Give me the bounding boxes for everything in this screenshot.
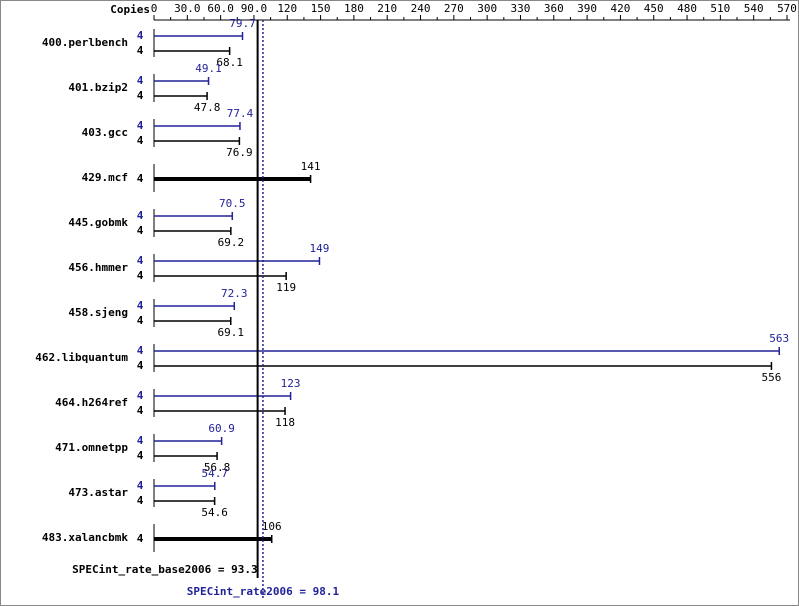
category-label: 458.sjeng [68, 306, 128, 319]
x-tick-label: 90.0 [241, 2, 268, 15]
category-label: 400.perlbench [42, 36, 128, 49]
value-label: 79.7 [229, 17, 256, 30]
value-label: 119 [276, 281, 296, 294]
category-label: 401.bzip2 [68, 81, 128, 94]
x-tick-label: 150 [311, 2, 331, 15]
x-tick-label: 270 [444, 2, 464, 15]
value-label: 69.1 [217, 326, 244, 339]
x-tick-label: 300 [477, 2, 497, 15]
summary-label: SPECint_rate_base2006 = 93.3 [72, 563, 257, 576]
value-label: 56.8 [204, 461, 231, 474]
copies-label: 4 [137, 172, 144, 185]
copies-label: 4 [137, 269, 144, 282]
copies-label: 4 [137, 74, 144, 87]
copies-label: 4 [137, 344, 144, 357]
copies-label: 4 [137, 434, 144, 447]
x-tick-label: 240 [411, 2, 431, 15]
value-label: 563 [769, 332, 789, 345]
x-tick-label: 30.0 [174, 2, 201, 15]
value-label: 70.5 [219, 197, 246, 210]
copies-label: 4 [137, 449, 144, 462]
copies-label: 4 [137, 359, 144, 372]
category-label: 462.libquantum [35, 351, 128, 364]
copies-label: 4 [137, 44, 144, 57]
x-tick-label: 330 [511, 2, 531, 15]
copies-label: 4 [137, 209, 144, 222]
axis-label: Copies [110, 3, 150, 16]
value-label: 60.9 [208, 422, 235, 435]
copies-label: 4 [137, 299, 144, 312]
copies-label: 4 [137, 29, 144, 42]
copies-label: 4 [137, 389, 144, 402]
value-label: 49.1 [195, 62, 222, 75]
copies-label: 4 [137, 494, 144, 507]
copies-label: 4 [137, 89, 144, 102]
x-tick-label: 420 [610, 2, 630, 15]
value-label: 141 [301, 160, 321, 173]
summary-label: SPECint_rate2006 = 98.1 [187, 585, 340, 598]
copies-label: 4 [137, 479, 144, 492]
value-label: 77.4 [227, 107, 254, 120]
value-label: 556 [762, 371, 782, 384]
value-label: 54.6 [201, 506, 228, 519]
category-label: 429.mcf [82, 171, 128, 184]
value-label: 123 [281, 377, 301, 390]
value-label: 68.1 [216, 56, 243, 69]
category-label: 464.h264ref [55, 396, 128, 409]
category-label: 473.astar [68, 486, 128, 499]
value-label: 69.2 [218, 236, 245, 249]
x-tick-label: 570 [777, 2, 797, 15]
category-label: 483.xalancbmk [42, 531, 128, 544]
category-label: 445.gobmk [68, 216, 128, 229]
copies-label: 4 [137, 404, 144, 417]
x-tick-label: 210 [377, 2, 397, 15]
category-label: 456.hmmer [68, 261, 128, 274]
value-label: 72.3 [221, 287, 248, 300]
x-tick-label: 60.0 [207, 2, 234, 15]
x-tick-label: 0 [151, 2, 158, 15]
category-label: 471.omnetpp [55, 441, 128, 454]
x-tick-label: 450 [644, 2, 664, 15]
x-tick-label: 120 [277, 2, 297, 15]
copies-label: 4 [137, 134, 144, 147]
copies-label: 4 [137, 224, 144, 237]
value-label: 47.8 [194, 101, 221, 114]
copies-label: 4 [137, 532, 144, 545]
value-label: 149 [310, 242, 330, 255]
copies-label: 4 [137, 254, 144, 267]
copies-label: 4 [137, 314, 144, 327]
value-label: 106 [262, 520, 282, 533]
category-label: 403.gcc [82, 126, 128, 139]
x-tick-label: 360 [544, 2, 564, 15]
x-tick-label: 180 [344, 2, 364, 15]
value-label: 76.9 [226, 146, 253, 159]
x-tick-label: 540 [744, 2, 764, 15]
x-tick-label: 390 [577, 2, 597, 15]
value-label: 54.7 [201, 467, 228, 480]
x-tick-label: 480 [677, 2, 697, 15]
x-tick-label: 510 [710, 2, 730, 15]
value-label: 118 [275, 416, 295, 429]
copies-label: 4 [137, 119, 144, 132]
